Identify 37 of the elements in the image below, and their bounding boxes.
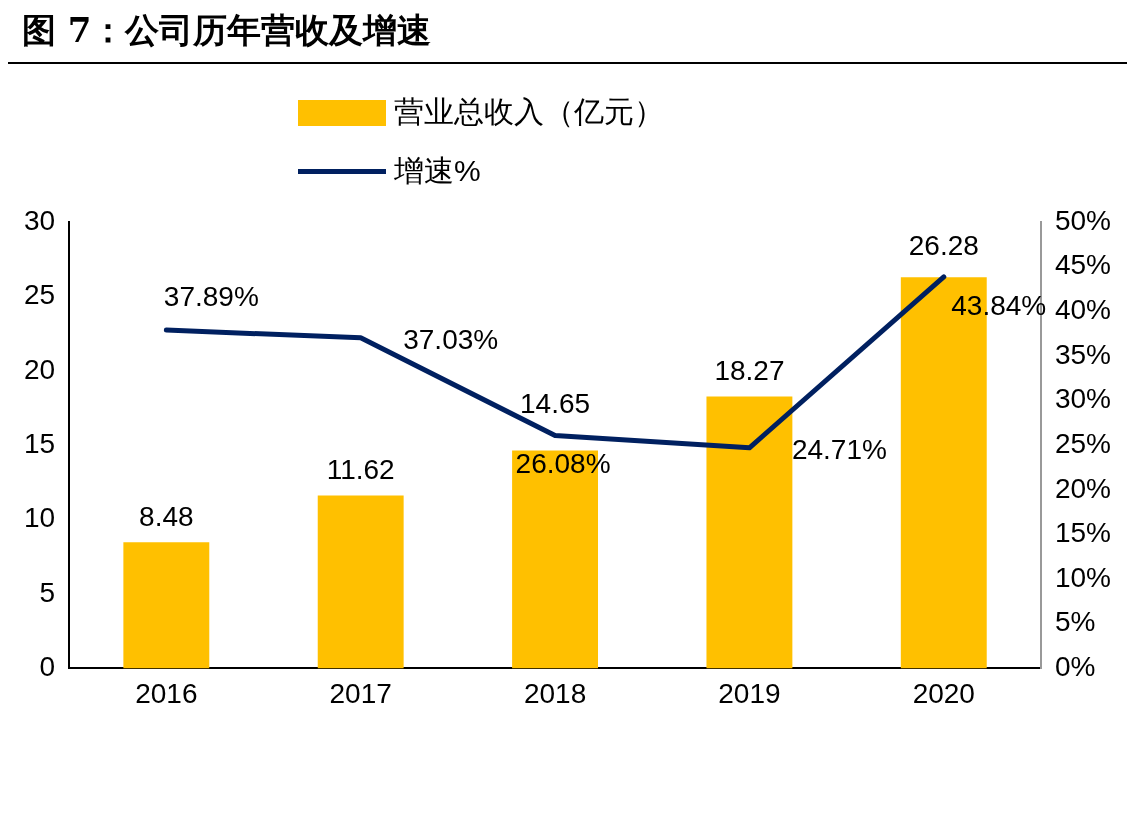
x-tick-label: 2016 <box>135 677 198 709</box>
y2-tick-label: 0% <box>1054 651 1096 683</box>
data-label: 26.28 <box>908 229 979 261</box>
y2-tick-label: 15% <box>1054 517 1112 549</box>
data-label: 37.89% <box>163 280 259 312</box>
y-tick-label: 0 <box>39 651 56 683</box>
x-tick-label: 2020 <box>912 677 975 709</box>
y2-tick-label: 40% <box>1054 294 1112 325</box>
y-tick-label: 15 <box>23 427 56 459</box>
x-tick-label: 2018 <box>523 677 587 709</box>
y-tick-label: 10 <box>23 502 56 534</box>
data-label: 18.27 <box>714 355 785 387</box>
x-tick-label: 2017 <box>329 677 392 709</box>
data-label: 24.71% <box>791 433 887 465</box>
y2-tick-label: 20% <box>1054 472 1112 504</box>
chart-title: 图 7：公司历年营收及增速 <box>8 8 1127 64</box>
y-tick-label: 30 <box>23 204 56 236</box>
y2-tick-label: 35% <box>1054 338 1112 370</box>
y2-tick-label: 50% <box>1054 204 1112 236</box>
y2-tick-label: 25% <box>1054 427 1112 459</box>
legend-label: 营业总收入（亿元） <box>394 94 664 130</box>
data-label: 37.03% <box>403 323 499 355</box>
bar <box>706 396 793 669</box>
y2-tick-label: 5% <box>1054 606 1096 638</box>
y-tick-label: 25 <box>23 279 56 311</box>
y-tick-label: 5 <box>39 576 56 608</box>
y2-tick-label: 30% <box>1054 383 1112 415</box>
y2-tick-label: 10% <box>1054 561 1112 593</box>
data-label: 14.65 <box>520 388 591 420</box>
y-tick-label: 20 <box>23 353 56 385</box>
x-tick-label: 2019 <box>718 677 781 709</box>
legend-label: 增速% <box>394 153 481 189</box>
data-label: 8.48 <box>139 500 194 532</box>
y2-tick-label: 45% <box>1054 249 1112 281</box>
bar <box>317 495 404 669</box>
bar <box>123 542 210 669</box>
data-label: 11.62 <box>326 454 395 486</box>
